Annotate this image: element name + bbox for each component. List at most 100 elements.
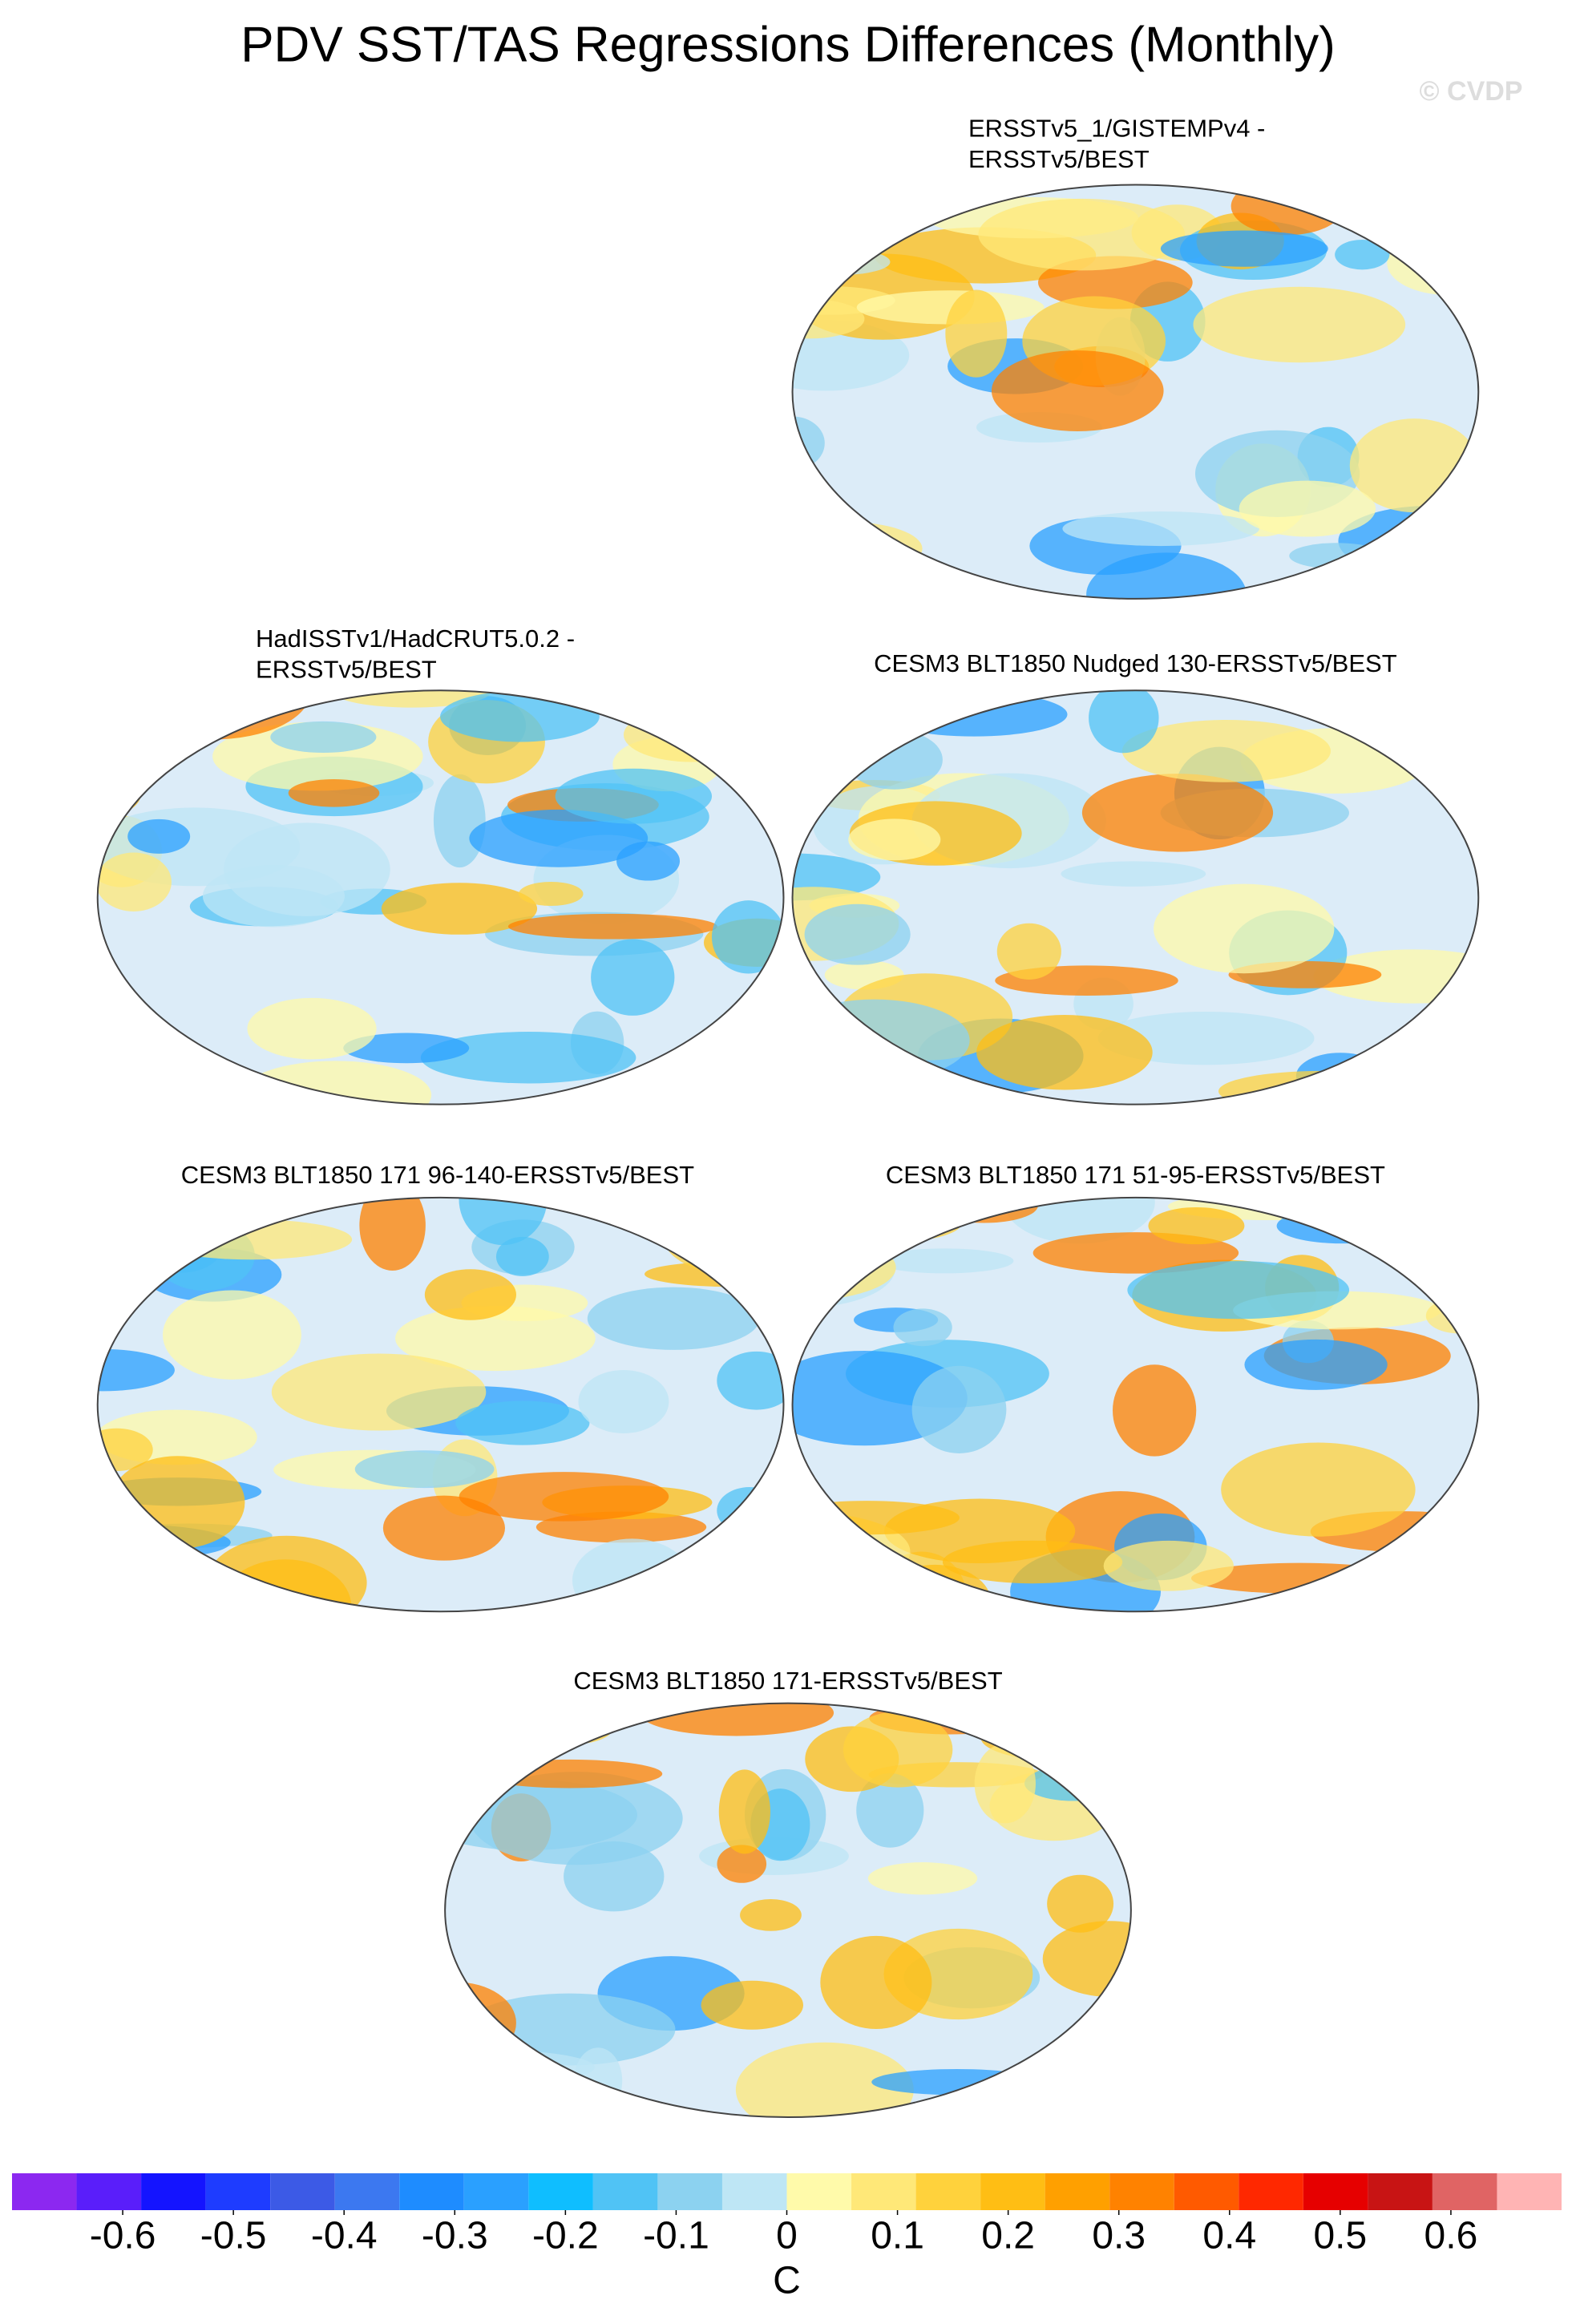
map	[445, 1703, 1131, 2118]
map-patch	[476, 1759, 663, 1788]
map-patch	[381, 883, 538, 935]
map-patch	[573, 2047, 623, 2114]
panel-title: ERSSTv5/BEST	[968, 145, 1150, 173]
map-patch	[1042, 1921, 1131, 1997]
map-patch	[247, 997, 377, 1060]
colorbar-tick-label: -0.3	[422, 2215, 488, 2257]
map-patch	[530, 1709, 614, 1744]
map-patch	[976, 1015, 1153, 1090]
map-patch	[804, 903, 911, 965]
colorbar-tick-label: 0.4	[1202, 2215, 1256, 2257]
map-patch	[867, 1862, 978, 1895]
map-patch	[1061, 861, 1206, 887]
color-box	[12, 2173, 77, 2210]
color-box	[721, 2173, 787, 2210]
map-patch	[1160, 230, 1328, 267]
map-patch	[1127, 1261, 1350, 1320]
map-outline	[96, 689, 785, 1105]
panel-title: CESM3 BLT1850 171-ERSSTv5/BEST	[573, 1667, 1002, 1695]
map-patch	[792, 416, 825, 470]
map-patch	[469, 809, 649, 867]
map-patch	[875, 1248, 1014, 1274]
color-box	[786, 2173, 852, 2210]
panel-title: CESM3 BLT1850 Nudged 130-ERSSTv5/BEST	[874, 649, 1397, 677]
map-patch	[792, 1229, 895, 1308]
panel-title: HadISSTv1/HadCRUT5.0.2 -	[256, 624, 575, 653]
map-patch	[1103, 1540, 1234, 1591]
map-patch	[1193, 286, 1406, 363]
map-patch	[974, 1744, 1036, 1824]
map-patch	[459, 1472, 669, 1522]
colorbar-tick-label: 0.6	[1424, 2215, 1478, 2257]
panel-title: ERSSTv5/BEST	[256, 655, 437, 683]
map-patch	[1289, 543, 1384, 569]
map-patch	[395, 1305, 596, 1372]
map-patch	[740, 1898, 802, 1931]
map-outline	[791, 689, 1480, 1105]
colorbar-tick-label: -0.5	[200, 2215, 267, 2257]
map-outline	[791, 184, 1480, 600]
map-patch	[445, 1703, 517, 1756]
map-patch	[991, 350, 1164, 431]
map-patch	[455, 1400, 590, 1445]
colorbar-tick-label: 0.5	[1313, 2215, 1367, 2257]
map-patch	[1405, 1197, 1479, 1250]
map-patch	[359, 1197, 426, 1271]
map-patch	[1244, 1339, 1388, 1390]
map-patch	[219, 1559, 352, 1612]
map-patch	[893, 1308, 952, 1347]
map-patch	[846, 730, 943, 790]
map-patch	[1239, 480, 1376, 537]
map-patch	[662, 1197, 784, 1277]
colorbar-tick-label: 0.3	[1092, 2215, 1146, 2257]
color-box	[980, 2173, 1045, 2210]
map-patch	[97, 1496, 135, 1554]
map-patch	[519, 881, 584, 907]
map-patch	[820, 1935, 932, 2030]
map-patch	[127, 818, 191, 854]
color-box	[1109, 2173, 1174, 2210]
map-patch	[1335, 239, 1390, 270]
colorbar-tick-label: 0.2	[981, 2215, 1035, 2257]
colorbar-tick-label: 0	[776, 2215, 798, 2257]
map-outline	[96, 1196, 785, 1613]
map-patch	[1047, 1874, 1114, 1933]
map-patch	[1276, 1208, 1407, 1244]
color-box	[399, 2173, 464, 2210]
map-patch	[424, 1269, 517, 1320]
color-box	[1174, 2173, 1239, 2210]
map-patch	[792, 1234, 896, 1301]
map-patch	[149, 1219, 353, 1260]
color-box	[270, 2173, 335, 2210]
map-patch	[495, 1236, 549, 1277]
map-patch	[718, 1769, 770, 1854]
map-patch	[555, 768, 713, 824]
map-patch	[440, 691, 600, 742]
map-patch	[354, 1450, 495, 1489]
color-box	[1368, 2173, 1433, 2210]
map-patch	[572, 1538, 692, 1612]
map-patch	[578, 1370, 669, 1433]
map-patch	[792, 690, 847, 733]
map-patch	[333, 690, 491, 708]
color-box	[1239, 2173, 1303, 2210]
color-box	[76, 2173, 142, 2210]
map-patch	[1407, 709, 1479, 766]
color-box	[141, 2173, 206, 2210]
color-box	[1045, 2173, 1110, 2210]
map-patch	[270, 721, 377, 754]
map-patch	[792, 1501, 960, 1535]
map-patch	[792, 1546, 859, 1612]
figure-title: PDV SST/TAS Regressions Differences (Mon…	[240, 17, 1336, 72]
map-patch	[110, 1456, 245, 1550]
color-box	[851, 2173, 916, 2210]
map-patch	[445, 2084, 539, 2118]
map-patch	[591, 939, 675, 1016]
map-patch	[1004, 1197, 1155, 1244]
map-patch	[288, 779, 380, 807]
map-patch	[701, 1980, 804, 2030]
map-patch	[382, 1495, 505, 1561]
map-patch	[420, 1032, 636, 1084]
panel-title: CESM3 BLT1850 171 51-95-ERSSTv5/BEST	[886, 1161, 1385, 1189]
